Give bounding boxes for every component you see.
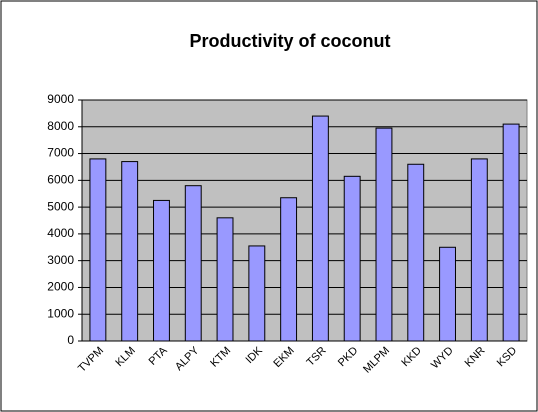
bar — [248, 245, 266, 342]
y-tick-label: 0 — [67, 333, 74, 347]
plot-area — [81, 99, 528, 342]
bar — [470, 158, 488, 342]
bar — [121, 161, 139, 342]
bar — [184, 185, 202, 342]
y-tick-label: 1000 — [47, 306, 74, 320]
bar — [439, 246, 456, 342]
bar — [375, 127, 393, 342]
bar — [216, 217, 234, 342]
bar — [153, 199, 170, 342]
y-tick-label: 2000 — [47, 280, 74, 294]
y-tick-label: 4000 — [47, 226, 74, 240]
y-tick-label: 7000 — [47, 146, 74, 160]
bar — [311, 115, 329, 342]
y-tick-label: 8000 — [47, 119, 74, 133]
chart-title: Productivity of coconut — [189, 31, 390, 51]
bar — [89, 158, 107, 342]
y-tick-label: 6000 — [47, 173, 74, 187]
bar — [407, 163, 425, 342]
y-tick-label: 9000 — [47, 92, 74, 106]
y-tick-label: 5000 — [47, 199, 74, 213]
bar — [343, 175, 361, 342]
bar — [502, 123, 520, 342]
y-tick-label: 3000 — [47, 253, 74, 267]
bar — [280, 197, 298, 342]
